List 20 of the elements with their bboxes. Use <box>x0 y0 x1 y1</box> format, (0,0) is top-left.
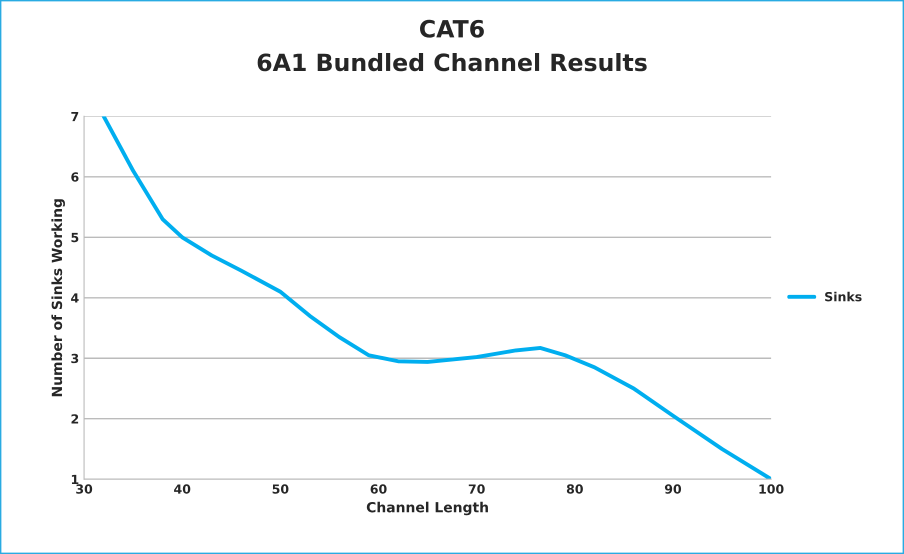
x-tick-label: 40 <box>174 484 190 494</box>
y-tick-label: 4 <box>71 293 79 303</box>
y-tick-label: 1 <box>72 474 78 484</box>
y-tick-label: 7 <box>71 112 78 122</box>
x-tick-label: 100 <box>759 484 784 494</box>
x-axis-title: Channel Length <box>366 502 488 516</box>
y-tick-label: 3 <box>71 354 78 364</box>
y-axis-title: Number of Sinks Working <box>51 199 65 396</box>
x-tick-label: 30 <box>76 484 92 494</box>
x-tick-label: 80 <box>566 484 583 494</box>
y-tick-label: 6 <box>71 172 79 182</box>
x-tick-label: 60 <box>370 484 387 494</box>
y-tick-label: 5 <box>71 232 78 242</box>
x-tick-label: 70 <box>468 484 485 494</box>
chart-title: CAT6 6A1 Bundled Channel Results <box>258 20 647 72</box>
x-tick-label: 50 <box>272 484 288 494</box>
y-tick-label: 2 <box>72 414 78 424</box>
x-tick-label: 90 <box>664 484 682 494</box>
legend-label: Sinks <box>825 292 862 302</box>
line-series <box>102 116 772 480</box>
